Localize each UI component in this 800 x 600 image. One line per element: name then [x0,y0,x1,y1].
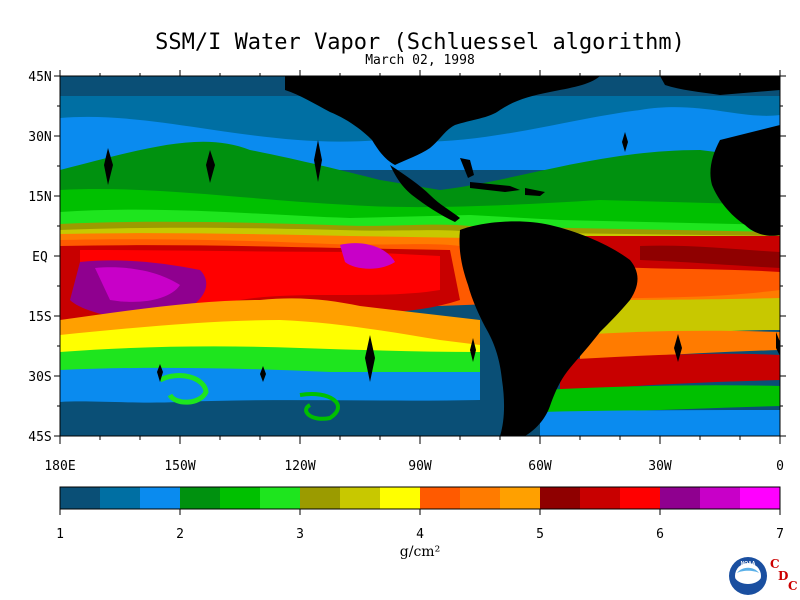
colorbar-swatch [340,487,380,509]
longitude-axis: 180E 150W 120W 90W 60W 30W 0 [44,459,784,474]
colorbar-labels: 1 2 3 4 5 6 7 [56,527,784,542]
lon-tick-label: 150W [164,459,195,474]
colorbar-swatch [700,487,740,509]
colorbar-swatch [100,487,140,509]
lat-tick-label: 15N [28,190,51,205]
colorbar-tick-label: 2 [176,527,184,542]
lon-tick-label: 0 [776,459,784,474]
cdc-letter-c2: C [788,579,798,593]
lon-tick-label: 30W [648,459,672,474]
colorbar-tick-label: 6 [656,527,664,542]
map-title: SSM/I Water Vapor (Schluessel algorithm) [155,30,685,55]
colorbar-swatch [260,487,300,509]
noaa-logo-text: NOAA [741,561,756,567]
colorbar-tick-label: 5 [536,527,544,542]
latitude-axis: 45N 30N 15N EQ 15S 30S 45S [28,70,51,445]
colorbar-swatch [620,487,660,509]
colorbar-swatch [180,487,220,509]
axis-ticks [54,70,786,444]
lat-tick-label: 15S [28,310,51,325]
colorbar-tick-label: 4 [416,527,424,542]
colorbar [59,486,781,515]
colorbar-swatch [140,487,180,509]
colorbar-swatch [740,487,780,509]
cdc-letter-c: C [770,557,780,571]
lon-tick-label: 180E [44,459,75,474]
colorbar-tick-label: 1 [56,527,64,542]
colorbar-swatch [380,487,420,509]
cdc-letter-d: D [778,569,789,583]
noaa-logo: NOAA [729,557,767,595]
colorbar-swatch [500,487,540,509]
colorbar-swatch [660,487,700,509]
lon-tick-label: 120W [284,459,315,474]
colorbar-swatch [300,487,340,509]
colorbar-swatch [580,487,620,509]
lon-tick-label: 60W [528,459,552,474]
colorbar-swatch [540,487,580,509]
colorbar-tick-label: 7 [776,527,784,542]
land-masses [104,76,780,436]
lat-tick-label: EQ [32,250,48,265]
lat-tick-label: 30N [28,130,51,145]
colorbar-unit: g/cm² [400,544,440,560]
colorbar-swatch [60,487,100,509]
lat-tick-label: 45N [28,70,51,85]
map-date: March 02, 1998 [365,53,475,68]
lat-tick-label: 30S [28,370,51,385]
colorbar-swatch [220,487,260,509]
lat-tick-label: 45S [28,430,51,445]
map-panel [60,76,780,436]
colorbar-swatch [420,487,460,509]
colorbar-swatch [460,487,500,509]
colorbar-tick-label: 3 [296,527,304,542]
lon-tick-label: 90W [408,459,432,474]
